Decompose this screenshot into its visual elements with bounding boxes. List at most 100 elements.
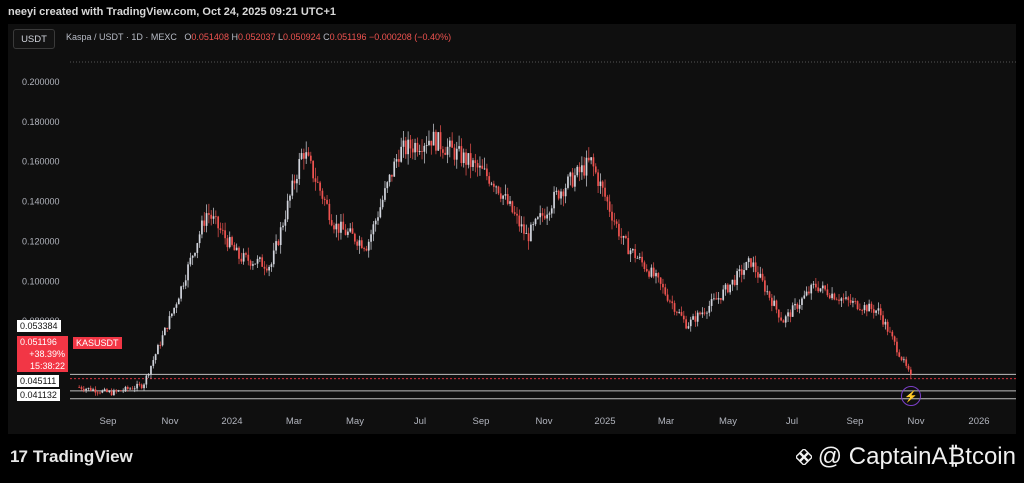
candle-body[interactable] [815,283,817,288]
candle-body[interactable] [701,312,704,315]
candle-body[interactable] [562,191,565,197]
candle-body[interactable] [219,228,222,230]
candle-body[interactable] [766,291,769,293]
candle-body[interactable] [175,304,178,308]
candle-body[interactable] [752,262,755,267]
candle-body[interactable] [636,257,639,259]
candle-body[interactable] [319,182,321,191]
candle-body[interactable] [388,174,391,183]
candle-body[interactable] [717,298,720,300]
candle-body[interactable] [736,271,738,285]
candle-body[interactable] [182,285,185,287]
candle-body[interactable] [537,217,539,219]
candle-body[interactable] [592,157,595,167]
candle-body[interactable] [168,316,171,329]
candle-body[interactable] [101,390,104,393]
candle-body[interactable] [143,384,145,389]
candle-body[interactable] [770,297,773,306]
candle-body[interactable] [245,253,247,255]
candle-body[interactable] [696,312,699,322]
candle-body[interactable] [80,387,83,389]
candle-body[interactable] [326,199,328,204]
candle-body[interactable] [203,220,206,226]
candle-body[interactable] [184,280,187,286]
candle-body[interactable] [180,286,182,299]
candle-body[interactable] [353,233,356,242]
candle-body[interactable] [555,190,558,192]
candle-body[interactable] [208,213,210,215]
candle-body[interactable] [543,215,546,219]
candle-body[interactable] [430,140,433,146]
candle-body[interactable] [553,191,555,209]
candle-body[interactable] [330,220,333,226]
candle-body[interactable] [557,190,560,199]
candle-body[interactable] [715,298,718,300]
candle-body[interactable] [604,187,606,197]
candle-body[interactable] [194,252,196,256]
candle-body[interactable] [177,298,180,305]
candle-body[interactable] [314,178,317,182]
candle-body[interactable] [238,247,240,259]
candle-body[interactable] [187,264,189,281]
candle-body[interactable] [733,279,736,285]
candle-body[interactable] [298,158,301,179]
candle-body[interactable] [516,213,518,216]
candle-body[interactable] [740,269,743,275]
candle-body[interactable] [435,131,437,151]
candle-body[interactable] [539,213,542,218]
candle-body[interactable] [886,321,889,332]
candle-body[interactable] [525,233,528,235]
candle-body[interactable] [511,201,514,213]
candle-body[interactable] [377,217,379,221]
candle-body[interactable] [821,285,824,289]
candle-body[interactable] [333,225,335,230]
candle-body[interactable] [150,365,152,375]
candle-body[interactable] [164,327,166,336]
candle-body[interactable] [363,248,365,249]
candle-body[interactable] [442,149,444,153]
candle-body[interactable] [784,316,787,323]
candle-body[interactable] [349,228,352,232]
candle-body[interactable] [798,304,801,309]
candle-body[interactable] [523,224,525,234]
candle-body[interactable] [303,153,305,159]
candle-body[interactable] [393,161,396,177]
candle-body[interactable] [842,298,845,300]
candle-body[interactable] [414,142,416,153]
candle-body[interactable] [462,152,465,164]
candle-body[interactable] [321,190,324,199]
candle-body[interactable] [759,273,762,278]
candle-body[interactable] [497,186,500,194]
candle-body[interactable] [126,386,129,389]
candle-body[interactable] [812,283,815,285]
candle-body[interactable] [235,247,238,251]
candle-body[interactable] [423,145,426,152]
candle-body[interactable] [307,152,310,156]
candle-body[interactable] [567,176,569,188]
candle-body[interactable] [694,316,697,322]
candle-body[interactable] [645,269,648,272]
candle-body[interactable] [351,228,354,234]
candle-body[interactable] [504,194,507,196]
candle-body[interactable] [805,291,808,296]
candle-body[interactable] [891,331,894,337]
candle-body[interactable] [847,297,850,301]
candle-body[interactable] [133,388,136,390]
candle-body[interactable] [780,317,782,321]
candle-body[interactable] [312,160,314,179]
candle-body[interactable] [907,365,910,370]
candle-body[interactable] [872,309,875,313]
candle-body[interactable] [720,298,722,300]
candle-body[interactable] [761,273,764,281]
candle-body[interactable] [530,224,532,242]
candle-body[interactable] [259,257,261,259]
candle-body[interactable] [159,345,162,346]
candle-body[interactable] [391,174,393,177]
candle-body[interactable] [460,146,463,164]
candle-body[interactable] [574,175,576,187]
candle-body[interactable] [810,284,813,294]
candle-body[interactable] [611,211,613,221]
candle-body[interactable] [360,240,363,249]
candle-body[interactable] [627,238,630,255]
candle-body[interactable] [745,262,748,271]
